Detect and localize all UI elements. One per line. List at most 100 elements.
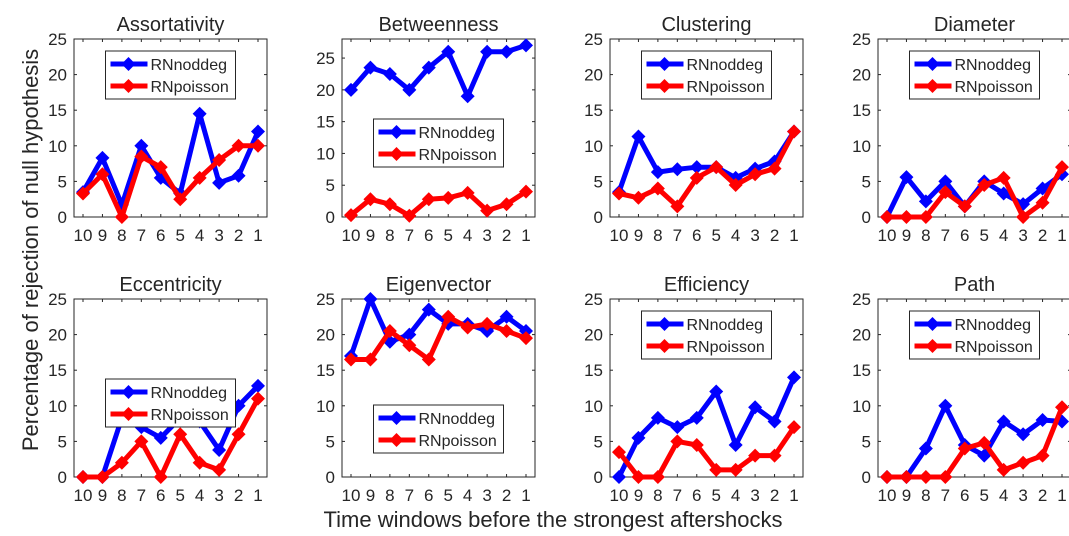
x-tick-label: 3 (482, 486, 491, 505)
panel-title: Diameter (934, 14, 1015, 36)
legend-marker (121, 79, 136, 93)
panel-title: Clustering (661, 14, 751, 36)
x-tick-label: 7 (405, 226, 414, 245)
x-tick-label: 9 (366, 486, 375, 505)
series-line-rnpoisson (887, 406, 1065, 480)
data-point-rnnoddeg (231, 168, 246, 183)
axes-box (341, 298, 536, 478)
legend: RNnoddeg RNpoisson (909, 310, 1040, 360)
data-point-rnpoisson (612, 186, 626, 201)
data-point-rnpoisson (880, 470, 894, 484)
data-point-rnpoisson (441, 190, 456, 205)
y-tick-label: 15 (316, 361, 335, 380)
legend: RNnoddeg RNpoisson (641, 50, 772, 100)
data-point-rnpoisson (499, 324, 514, 339)
series-line-rnnoddeg (83, 384, 260, 480)
data-point-rnpoisson (918, 470, 933, 484)
data-point-rnpoisson (95, 167, 110, 182)
y-tick-label: 20 (852, 326, 871, 345)
data-point-rnnoddeg (519, 38, 533, 53)
y-tick-label: 5 (594, 432, 603, 451)
x-tick-label: 1 (1057, 226, 1066, 245)
data-point-rnpoisson (441, 309, 456, 324)
x-tick-label: 4 (195, 226, 204, 245)
x-tick-label: 7 (941, 226, 950, 245)
x-tick-label: 4 (999, 486, 1008, 505)
y-tick-label: 15 (584, 361, 603, 380)
data-point-rnpoisson (918, 210, 933, 224)
data-point-rnpoisson (212, 153, 227, 168)
y-tick-label: 25 (48, 30, 67, 49)
legend: RNnoddeg RNpoisson (373, 118, 504, 168)
x-tick-label: 8 (653, 226, 662, 245)
data-point-rnnoddeg (212, 175, 227, 190)
x-tick-label: 2 (1038, 486, 1047, 505)
x-tick-label: 10 (342, 486, 361, 505)
legend-label: RNpoisson (955, 79, 1033, 96)
data-point-rnnoddeg (938, 174, 953, 189)
data-point-rnnoddeg (728, 437, 743, 452)
y-tick-label: 5 (862, 432, 871, 451)
data-point-rnpoisson (670, 434, 685, 449)
y-tick-label: 10 (316, 144, 335, 163)
y-tick-label: 10 (48, 137, 67, 156)
y-tick-label: 25 (584, 290, 603, 309)
data-point-rnpoisson (421, 192, 436, 207)
legend-label: RNnoddeg (955, 317, 1032, 334)
data-point-rnpoisson (1016, 455, 1031, 470)
data-point-rnpoisson (728, 462, 743, 477)
data-point-rnnoddeg (1016, 427, 1031, 442)
legend-label: RNnoddeg (419, 411, 496, 428)
x-tick-label: 3 (214, 486, 223, 505)
x-tick-label: 5 (175, 226, 184, 245)
x-tick-label: 1 (789, 486, 798, 505)
x-tick-label: 2 (770, 226, 779, 245)
y-tick-label: 5 (58, 432, 67, 451)
legend-marker (389, 147, 404, 161)
data-point-rnpoisson (251, 138, 265, 153)
legend: RNnoddeg RNpoisson (641, 310, 772, 360)
data-point-rnpoisson (173, 192, 188, 207)
y-tick-label: 20 (584, 66, 603, 85)
data-point-rnnoddeg (612, 470, 626, 484)
axes-box (73, 298, 268, 478)
x-tick-label: 7 (405, 486, 414, 505)
legend-label: RNpoisson (419, 433, 497, 450)
x-tick-label: 2 (1038, 226, 1047, 245)
legend: RNnoddeg RNpoisson (909, 50, 1040, 100)
x-tick-label: 2 (770, 486, 779, 505)
axes-box (877, 38, 1069, 218)
y-tick-label: 5 (58, 172, 67, 191)
data-point-rnpoisson (1055, 400, 1069, 415)
data-point-rnnoddeg (499, 44, 514, 59)
x-tick-label: 8 (385, 226, 394, 245)
series-line-rnpoisson (81, 143, 258, 220)
legend-label: RNpoisson (687, 339, 765, 356)
x-tick-label: 1 (521, 226, 530, 245)
y-tick-label: 0 (326, 468, 335, 487)
y-tick-label: 15 (48, 361, 67, 380)
x-tick-label: 5 (711, 486, 720, 505)
legend-label: RNnoddeg (687, 57, 764, 74)
data-point-rnnoddeg (899, 170, 914, 185)
x-tick-label: 8 (921, 486, 930, 505)
legend-marker (121, 385, 136, 399)
axes-box (73, 38, 268, 218)
data-point-rnpoisson (421, 352, 436, 367)
x-tick-label: 10 (610, 486, 629, 505)
data-point-rnnoddeg (689, 160, 704, 175)
x-tick-label: 1 (521, 486, 530, 505)
data-point-rnpoisson (631, 470, 646, 484)
legend-label: RNnoddeg (151, 385, 228, 402)
y-tick-label: 15 (852, 101, 871, 120)
data-point-rnpoisson (631, 190, 646, 205)
x-tick-label: 1 (253, 226, 262, 245)
x-tick-label: 6 (156, 486, 165, 505)
data-point-rnnoddeg (709, 384, 724, 399)
data-point-rnpoisson (767, 448, 782, 463)
data-point-rnpoisson (153, 470, 168, 484)
y-tick-label: 25 (584, 30, 603, 49)
data-point-rnpoisson (787, 124, 801, 139)
